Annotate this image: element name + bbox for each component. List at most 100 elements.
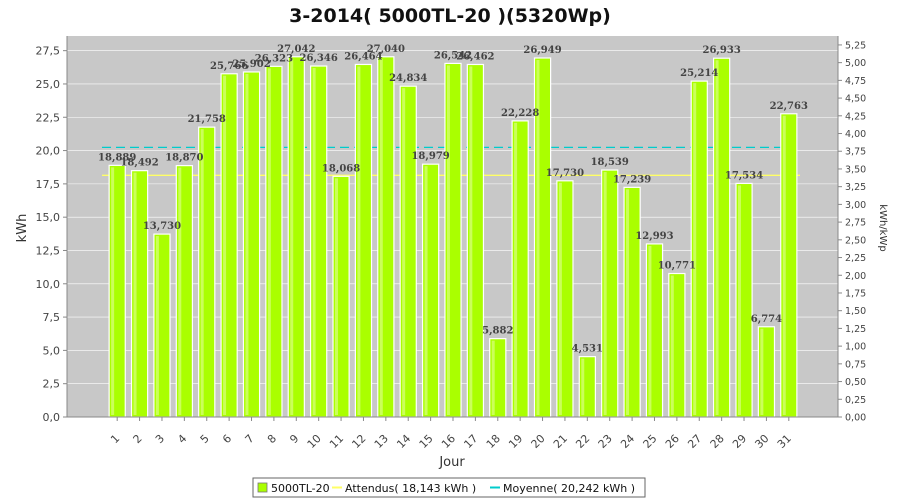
x-tick-label: 8 xyxy=(265,432,279,446)
x-tick-label: 21 xyxy=(551,432,570,451)
y-right-tick-label: 2,25 xyxy=(845,253,866,264)
legend-box xyxy=(252,477,646,498)
bar-highlight xyxy=(491,340,495,415)
x-tick-label: 27 xyxy=(685,432,704,451)
y-right-tick-label: 1,75 xyxy=(845,288,866,299)
x-tick-label: 5 xyxy=(198,432,212,446)
x-tick-label: 18 xyxy=(484,432,503,451)
data-label: 18,870 xyxy=(165,153,203,164)
y-tick-label: 25,0 xyxy=(36,78,61,91)
data-label: 6,774 xyxy=(751,314,782,325)
bar-highlight xyxy=(223,75,227,416)
y-right-tick-label: 4,75 xyxy=(845,76,866,87)
bar-highlight xyxy=(469,66,473,415)
x-tick-label: 29 xyxy=(730,432,749,451)
y-axis-right-title: kWh/kWp xyxy=(877,204,888,251)
bar-highlight xyxy=(133,172,137,415)
x-tick-label: 12 xyxy=(349,432,368,451)
data-label: 5,882 xyxy=(482,326,513,337)
y-right-tick-label: 4,25 xyxy=(845,111,866,122)
bar-highlight xyxy=(111,167,115,415)
data-label: 21,758 xyxy=(188,114,226,125)
data-label: 26,323 xyxy=(255,53,293,64)
x-tick-label: 24 xyxy=(618,432,637,451)
y-tick-label: 12,5 xyxy=(36,244,61,257)
x-tick-label: 22 xyxy=(573,432,592,451)
data-label: 18,068 xyxy=(322,163,360,174)
data-label: 26,346 xyxy=(300,53,338,64)
data-label: 22,763 xyxy=(770,101,808,112)
legend-label: 5000TL-20 xyxy=(271,482,330,495)
y-right-tick-label: 2,50 xyxy=(845,235,866,246)
x-tick-label: 11 xyxy=(327,432,346,451)
x-tick-label: 13 xyxy=(372,432,391,451)
bar-highlight xyxy=(245,73,249,415)
data-label: 22,228 xyxy=(501,108,539,119)
legend: 5000TL-20 Attendus( 18,143 kWh ) Moyenne( … xyxy=(252,477,646,498)
data-label: 26,464 xyxy=(344,51,382,62)
bar-highlight xyxy=(514,122,518,415)
y-tick-label: 0,0 xyxy=(43,411,61,424)
bar-highlight xyxy=(693,83,697,415)
bar-highlight xyxy=(267,68,271,415)
bar-highlight xyxy=(782,115,786,415)
y-right-tick-label: 4,50 xyxy=(845,94,866,105)
legend-label: Moyenne( 20,242 kWh ) xyxy=(503,482,635,495)
data-label: 25,766 xyxy=(210,61,248,72)
data-label: 27,040 xyxy=(367,44,405,55)
y-axis-title: kWh xyxy=(15,214,30,243)
bar-highlight xyxy=(648,245,652,415)
bar-highlight xyxy=(603,172,607,415)
y-right-tick-label: 1,00 xyxy=(845,342,866,353)
y-tick-label: 15,0 xyxy=(36,211,61,224)
x-tick-label: 19 xyxy=(506,432,525,451)
y-tick-label: 7,5 xyxy=(43,311,61,324)
data-label: 26,933 xyxy=(703,45,741,56)
bar-highlight xyxy=(424,166,428,415)
data-label: 18,539 xyxy=(591,157,629,168)
y-right-tick-label: 3,75 xyxy=(845,147,866,158)
bar-highlight xyxy=(581,358,585,415)
x-axis: 1 2 3 4 5 6 7 8 9 10 11 12 13 14 15 16 17 18 19 20 21 22 23 24 2… xyxy=(67,416,838,451)
y-tick-label: 27,5 xyxy=(36,45,61,58)
y-right-tick-label: 0,00 xyxy=(845,413,866,424)
data-label: 18,979 xyxy=(411,151,449,162)
bar-highlight xyxy=(312,68,316,415)
data-label: 26,949 xyxy=(523,45,561,56)
y-tick-label: 17,5 xyxy=(36,178,61,191)
y-right-tick-label: 1,50 xyxy=(845,306,866,317)
bar-highlight xyxy=(446,65,450,415)
bar-highlight xyxy=(760,328,764,415)
bar-highlight xyxy=(155,236,159,415)
data-label: 4,531 xyxy=(572,344,603,355)
x-tick-label: 16 xyxy=(439,432,458,451)
x-tick-label: 23 xyxy=(596,432,615,451)
bar-highlight xyxy=(737,185,741,415)
y-right-tick-label: 3,25 xyxy=(845,182,866,193)
y-right-tick-label: 3,50 xyxy=(845,164,866,175)
y-right-tick-label: 5,00 xyxy=(845,58,866,69)
legend-label: Attendus( 18,143 kWh ) xyxy=(345,482,476,495)
x-tick-label: 26 xyxy=(663,432,682,451)
data-label: 18,492 xyxy=(120,158,158,169)
y-right-tick-label: 5,25 xyxy=(845,40,866,51)
x-tick-label: 2 xyxy=(131,432,145,446)
x-tick-label: 25 xyxy=(641,432,660,451)
data-label: 17,534 xyxy=(725,170,763,181)
chart-title: 3-2014( 5000TL-20 )(5320Wp) xyxy=(289,5,611,27)
data-label: 10,771 xyxy=(658,261,696,272)
x-tick-label: 31 xyxy=(775,432,794,451)
y-tick-label: 5,0 xyxy=(43,344,61,357)
data-label: 17,730 xyxy=(546,168,584,179)
legend-swatch xyxy=(257,482,268,493)
y-right-tick-label: 3,00 xyxy=(845,200,866,211)
data-label: 12,993 xyxy=(635,231,673,242)
y-right-tick-label: 1,25 xyxy=(845,324,866,335)
y-tick-label: 2,5 xyxy=(43,378,61,391)
bar-highlight xyxy=(357,66,361,415)
y-axis-right: 0,00 0,25 0,50 0,75 1,00 1,25 1,50 1,75 2,00 2,25… xyxy=(837,36,866,424)
data-label: 25,902 xyxy=(232,59,270,70)
y-axis-left: 0,0 2,5 5,0 7,5 10,0 12,5 15,0 17,5 20,0 22,5 25,0… xyxy=(36,36,68,424)
x-tick-label: 3 xyxy=(153,432,167,446)
